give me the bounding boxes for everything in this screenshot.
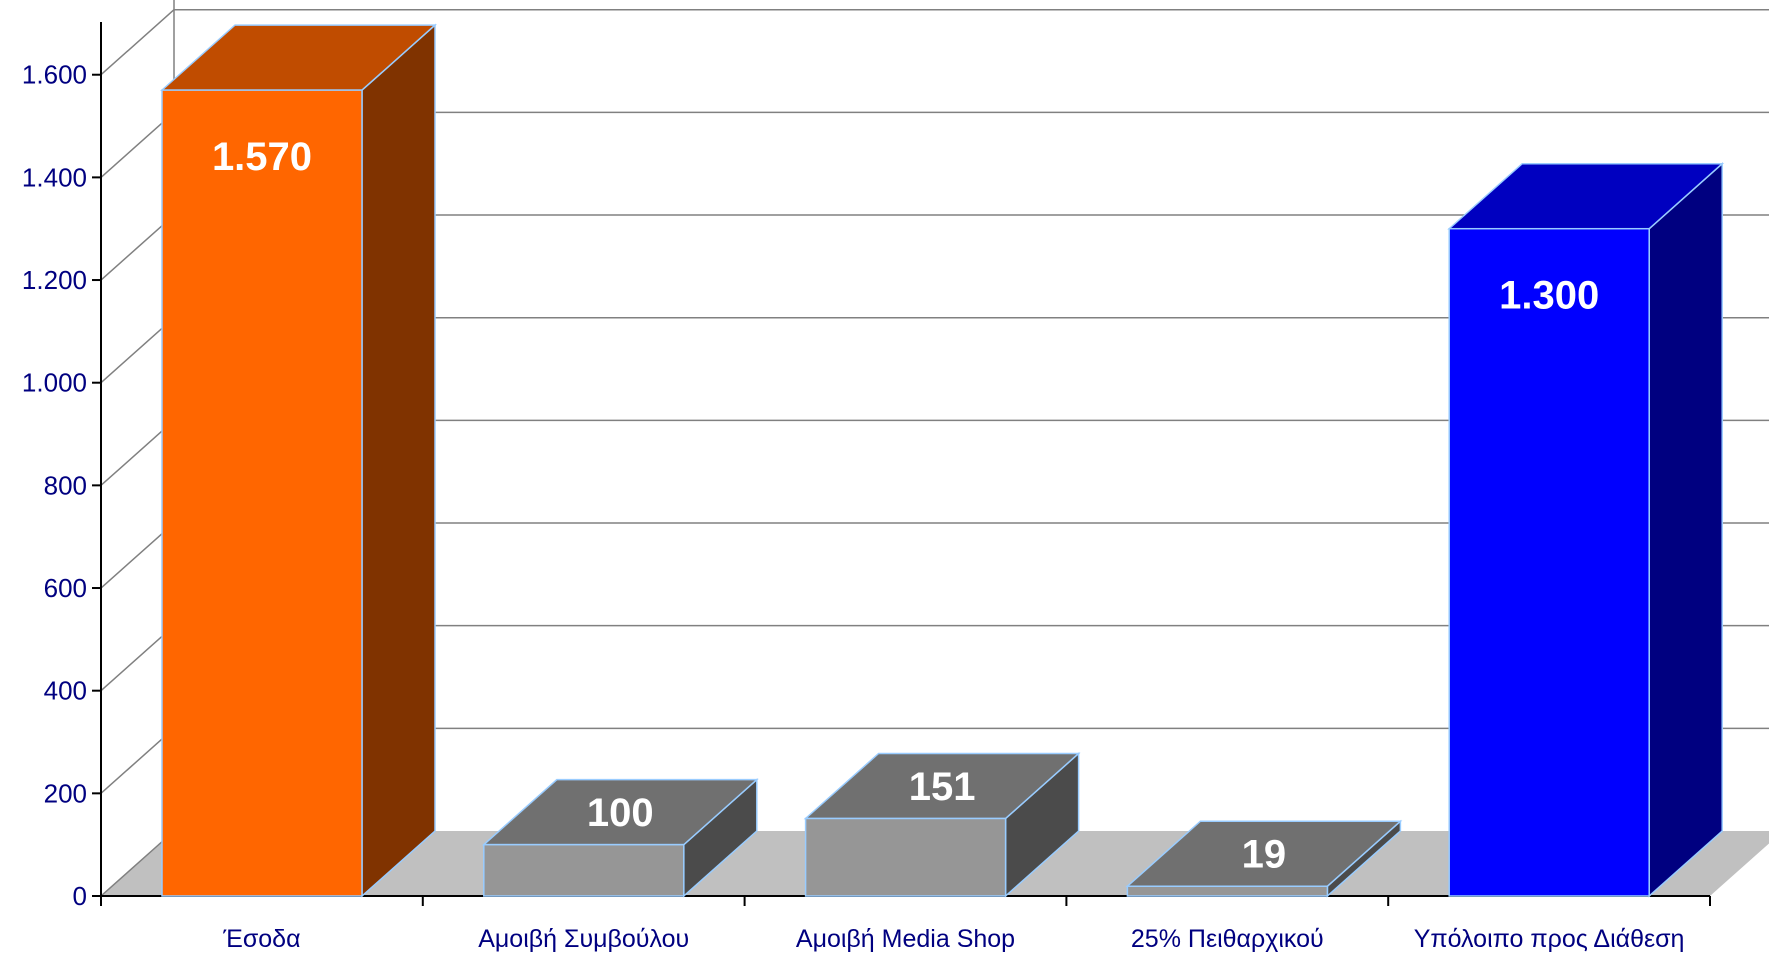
x-tick-label-2: Αμοιβή Media Shop bbox=[796, 925, 1015, 953]
bar-front-1 bbox=[483, 843, 685, 897]
x-tick-label-0: Έσοδα bbox=[222, 925, 300, 953]
y-tick-label-8: 1.600 bbox=[22, 60, 87, 90]
y-tick-label-5: 1.000 bbox=[22, 368, 87, 398]
x-tick-label-1: Αμοιβή Συμβούλου bbox=[478, 925, 689, 953]
bar-side-4 bbox=[1648, 162, 1723, 898]
data-label-0: 1.570 bbox=[212, 135, 312, 179]
bar-3 bbox=[1125, 819, 1403, 898]
bar-2 bbox=[803, 751, 1081, 898]
data-label-2: 151 bbox=[909, 765, 976, 809]
y-tick-label-3: 600 bbox=[44, 573, 87, 603]
bar-side-0 bbox=[361, 23, 436, 898]
y-tick-label-4: 800 bbox=[44, 470, 87, 500]
y-tick-label-1: 200 bbox=[44, 778, 87, 808]
bar-front-4 bbox=[1448, 227, 1650, 897]
wall-gridline-8 bbox=[100, 9, 175, 76]
y-tick-label-2: 400 bbox=[44, 676, 87, 706]
y-tick-label-7: 1.400 bbox=[22, 162, 87, 192]
y-tick-label-0: 0 bbox=[73, 881, 87, 911]
data-label-3: 19 bbox=[1242, 833, 1287, 877]
bar-0 bbox=[160, 23, 437, 898]
bar-4 bbox=[1447, 162, 1725, 898]
data-label-1: 100 bbox=[587, 791, 654, 835]
bar-front-2 bbox=[804, 817, 1007, 897]
y-tick-label-6: 1.200 bbox=[22, 265, 87, 295]
bar-1 bbox=[481, 777, 759, 898]
x-tick-label-4: Υπόλοιπο προς Διάθεση bbox=[1414, 925, 1685, 953]
bar-front-0 bbox=[161, 89, 363, 897]
x-tick-label-3: 25% Πειθαρχικού bbox=[1131, 925, 1324, 953]
data-label-4: 1.300 bbox=[1499, 274, 1599, 318]
bar-front-3 bbox=[1126, 885, 1329, 897]
